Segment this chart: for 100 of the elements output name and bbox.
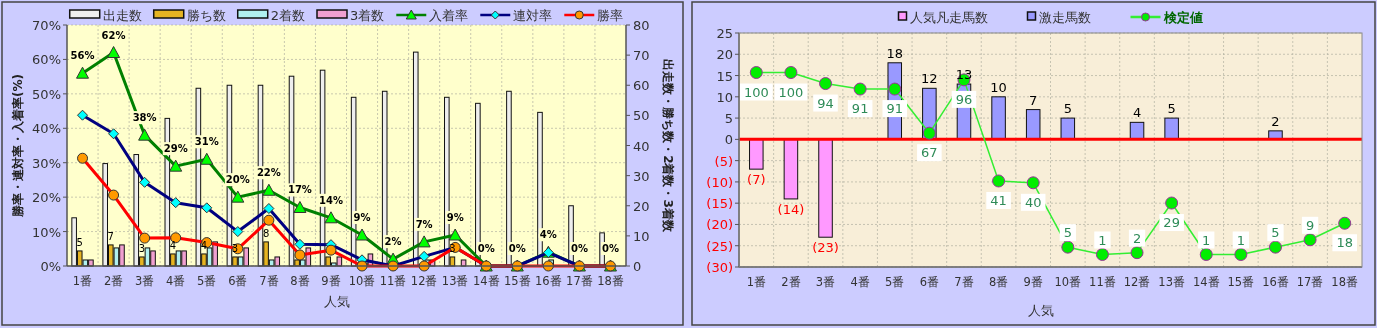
y-tick-label: 50% [32, 86, 61, 102]
x-tick-label: 17番 [1296, 275, 1324, 289]
x-tick-label: 10番 [348, 274, 376, 288]
x-tick-label: 1番 [746, 275, 766, 289]
data-label: 3 [231, 242, 239, 254]
data-label: 3 [449, 242, 456, 254]
data-label: 17% [287, 184, 312, 196]
y2-tick-label: 40 [633, 138, 650, 154]
y-tick-label: 20% [32, 190, 61, 206]
data-label: 2 [1132, 230, 1142, 246]
legend-label: 入着率 [429, 8, 469, 23]
y-tick-label: 15 [716, 68, 733, 84]
x-tick-label: 18番 [597, 274, 624, 288]
data-label: (14) [777, 201, 805, 217]
data-label: 0% [601, 243, 619, 254]
data-label: 18 [1336, 235, 1353, 251]
data-label: 0% [477, 243, 495, 254]
y-tick-label: 0 [724, 132, 733, 148]
y2-tick-label: 20 [633, 198, 650, 214]
y-tick-label: (15) [706, 196, 733, 212]
y-tick-label: 10 [716, 89, 733, 105]
legend-label: 勝ち数 [186, 8, 226, 23]
x-tick-label: 15番 [503, 274, 531, 288]
y-tick-label: 70% [32, 18, 61, 33]
data-label: 14% [319, 194, 343, 206]
data-label: 5 [1271, 225, 1280, 241]
x-tick-label: 16番 [1262, 275, 1289, 289]
data-label: 91 [851, 101, 869, 117]
data-label: 56% [70, 50, 95, 62]
x-tick-label: 14番 [472, 274, 500, 288]
data-label: 12 [921, 71, 938, 87]
data-label: 31% [194, 136, 219, 148]
x-tick-label: 14番 [1192, 275, 1220, 289]
y-tick-label: 25 [716, 26, 733, 41]
x-axis-title: 人気 [323, 294, 350, 309]
data-label: 4 [169, 239, 177, 251]
y-tick-label: 40% [32, 121, 61, 137]
data-label: 20% [225, 174, 250, 186]
x-tick-label: 13番 [441, 274, 469, 288]
data-label: 5 [76, 236, 83, 248]
legend-label: 連対率 [513, 8, 553, 23]
x-tick-label: 8番 [290, 274, 310, 288]
x-tick-label: 6番 [919, 275, 940, 289]
y-tick-label: 10% [32, 224, 61, 240]
data-label: 7 [107, 230, 114, 242]
legend-label: 3着数 [350, 8, 385, 23]
y-tick-label: (10) [706, 174, 733, 190]
y2-tick-label: 60 [633, 78, 650, 94]
data-label: (7) [747, 172, 766, 188]
x-tick-label: 10番 [1054, 275, 1082, 289]
data-label: 1 [1236, 232, 1245, 248]
y-tick-label: 20 [716, 47, 733, 63]
x-tick-label: 2番 [103, 274, 124, 288]
data-label: 96 [955, 91, 973, 107]
x-tick-label: 17番 [566, 274, 593, 288]
data-label: (23) [812, 240, 839, 256]
x-tick-label: 11番 [1089, 275, 1116, 289]
x-tick-label: 5番 [885, 275, 905, 289]
legend-label: 2着数 [270, 8, 305, 23]
data-label: 41 [990, 192, 1007, 208]
x-tick-label: 7番 [259, 274, 279, 288]
data-label: 0% [570, 243, 588, 254]
legend-label: 検定値 [1162, 10, 1203, 25]
legend-label: 人気凡走馬数 [909, 10, 988, 25]
x-tick-label: 15番 [1227, 275, 1255, 289]
data-label: 62% [101, 29, 126, 41]
data-label: 100 [778, 84, 804, 100]
data-label: 9% [446, 212, 464, 224]
data-label: 4 [200, 239, 208, 251]
data-label: 40 [1024, 194, 1042, 210]
x-tick-label: 5番 [197, 274, 217, 288]
y2-tick-label: 50 [633, 108, 650, 124]
y-tick-label: (25) [706, 238, 733, 254]
x-tick-label: 7番 [954, 275, 974, 289]
data-label: 94 [817, 95, 834, 111]
data-label: 91 [886, 101, 904, 117]
data-label: 29% [163, 143, 188, 155]
x-tick-label: 3番 [134, 274, 155, 288]
x-axis-title: 人気 [1027, 303, 1054, 318]
x-tick-label: 13番 [1158, 275, 1185, 289]
data-label: 38% [132, 112, 157, 124]
data-label: 2 [1271, 113, 1280, 129]
x-tick-label: 1番 [72, 274, 93, 288]
x-tick-label: 18番 [1331, 275, 1359, 289]
x-tick-label: 6番 [228, 274, 248, 288]
y2-tick-label: 30 [633, 168, 650, 184]
x-tick-label: 4番 [166, 274, 186, 288]
y2-tick-label: 10 [633, 228, 650, 244]
x-tick-label: 11番 [379, 274, 407, 288]
y-axis-title: 勝率・連対率・入着率(%) [11, 74, 25, 218]
data-label: 67 [921, 145, 938, 161]
x-tick-label: 4番 [850, 275, 870, 289]
y-tick-label: 30% [32, 155, 61, 171]
x-tick-label: 3番 [815, 275, 836, 289]
data-label: 8 [262, 227, 270, 239]
y-tick-label: (20) [706, 217, 733, 233]
legend-label: 出走数 [102, 8, 142, 23]
x-tick-label: 9番 [1023, 275, 1043, 289]
legend-label: 勝率 [597, 8, 624, 23]
x-tick-label: 12番 [1123, 275, 1151, 289]
